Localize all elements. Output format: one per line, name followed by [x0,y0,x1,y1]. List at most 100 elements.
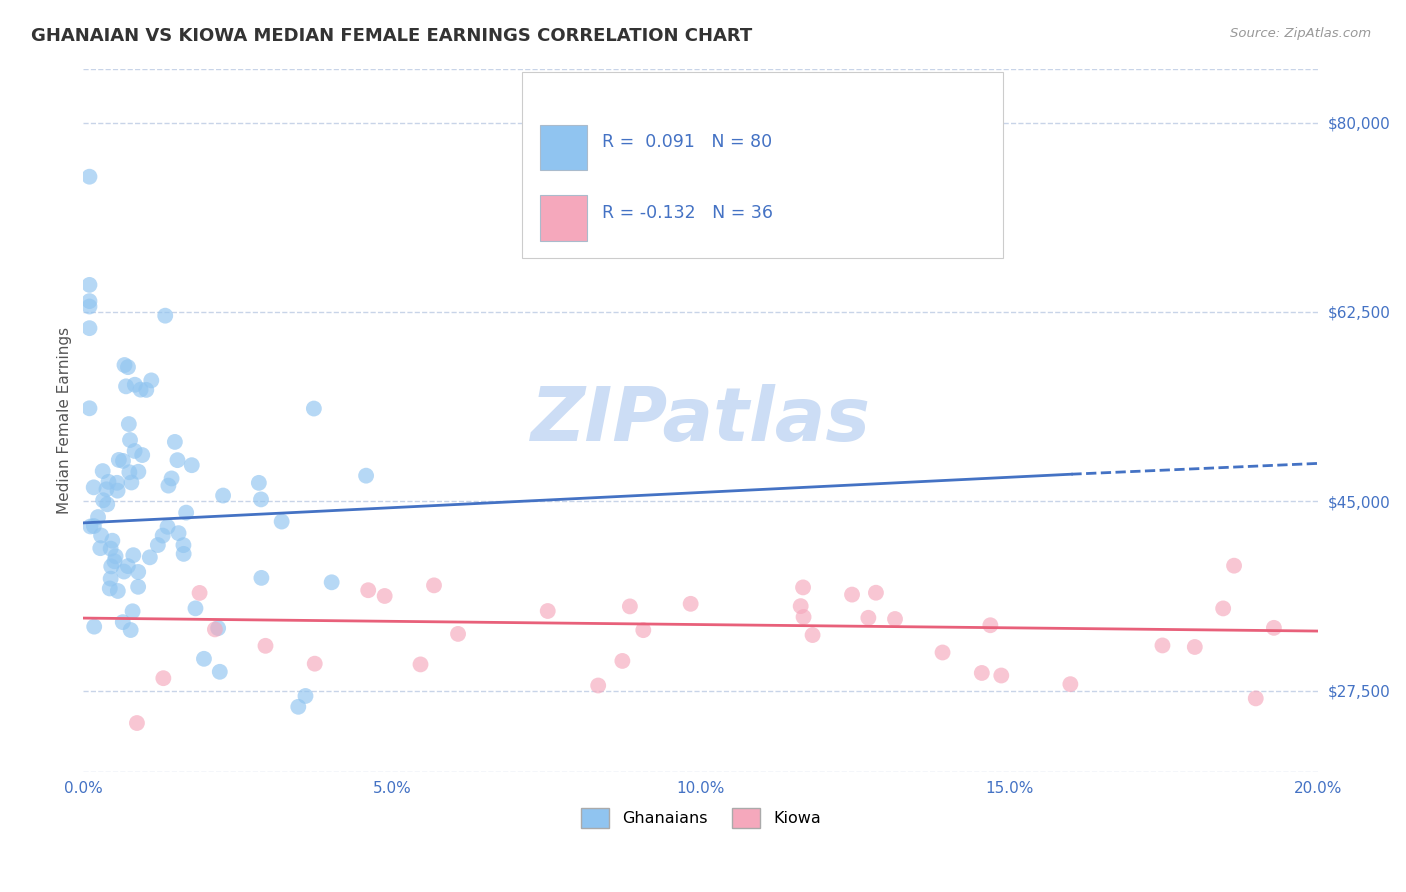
Point [112,565,135,579]
Point [90,528,112,542]
Point [970,665,993,680]
Point [114,358,136,372]
Point [1244,691,1267,706]
Point [254,639,277,653]
Point [96,483,118,497]
Point [107,483,129,498]
Point [633,623,655,637]
Point [294,689,316,703]
Point [124,444,146,458]
Point [304,657,326,671]
Point [139,550,162,565]
Point [250,492,273,507]
Point [884,612,907,626]
Point [87,510,110,524]
Point [354,468,377,483]
Point [166,453,188,467]
Point [91,493,114,508]
Point [111,615,134,629]
Point [118,417,141,431]
Point [174,506,197,520]
Point [865,585,887,599]
Text: GHANAIAN VS KIOWA MEDIAN FEMALE EARNINGS CORRELATION CHART: GHANAIAN VS KIOWA MEDIAN FEMALE EARNINGS… [31,27,752,45]
Point [180,458,202,473]
Point [619,599,641,614]
Y-axis label: Median Female Earnings: Median Female Earnings [58,326,72,514]
Point [127,565,149,579]
Point [107,584,129,599]
Point [374,589,396,603]
Point [122,548,145,562]
Point [121,604,143,618]
Point [79,300,101,314]
Point [409,657,432,672]
Point [801,628,824,642]
Point [91,464,114,478]
Point [1263,621,1285,635]
Point [79,169,101,184]
Point [79,277,101,292]
Point [79,401,101,416]
Point [250,571,273,585]
Point [207,621,229,635]
Point [117,559,139,574]
Text: R =  0.091   N = 80: R = 0.091 N = 80 [602,134,772,152]
FancyBboxPatch shape [540,125,588,170]
Point [270,515,292,529]
Point [173,547,195,561]
Point [423,578,446,592]
Point [163,434,186,449]
Point [98,582,121,596]
Point [157,478,180,492]
Point [287,699,309,714]
Point [841,588,863,602]
Point [124,377,146,392]
Point [793,610,815,624]
Point [89,541,111,556]
Point [100,572,122,586]
Point [152,528,174,542]
Point [118,465,141,479]
Point [120,623,142,637]
Point [105,475,128,490]
Point [193,652,215,666]
Point [1223,558,1246,573]
Point [108,453,131,467]
Point [931,645,953,659]
Point [247,475,270,490]
Point [990,668,1012,682]
Point [97,475,120,489]
Point [1152,639,1174,653]
Point [83,519,105,533]
Text: R = -0.132   N = 36: R = -0.132 N = 36 [602,203,773,222]
Point [120,475,142,490]
Point [858,611,880,625]
Point [167,526,190,541]
Point [125,716,148,731]
Point [155,309,177,323]
FancyBboxPatch shape [540,195,588,241]
Point [152,671,174,685]
Point [537,604,560,618]
Point [83,620,105,634]
Text: Source: ZipAtlas.com: Source: ZipAtlas.com [1230,27,1371,40]
Point [204,623,226,637]
Point [172,538,194,552]
Text: ZIPatlas: ZIPatlas [531,384,870,457]
Point [79,519,101,533]
Point [1212,601,1234,615]
Legend: Ghanaians, Kiowa: Ghanaians, Kiowa [574,802,827,834]
Point [612,654,634,668]
Point [184,601,207,615]
Point [127,580,149,594]
Point [115,379,138,393]
Point [111,454,134,468]
Point [586,679,609,693]
Point [104,549,127,564]
Point [1059,677,1081,691]
Point [100,541,122,556]
Point [160,471,183,485]
Point [146,538,169,552]
Point [103,554,125,568]
Point [208,665,231,679]
